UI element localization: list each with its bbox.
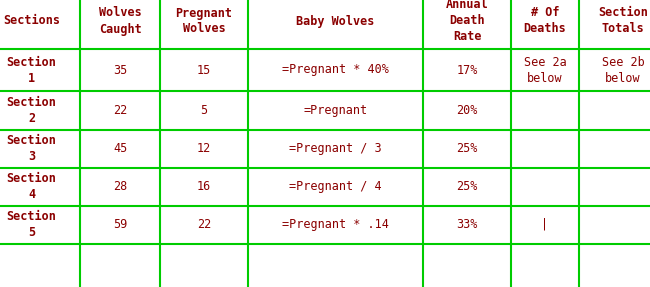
Text: 28: 28 [113, 180, 127, 193]
Text: Wolves
Caught: Wolves Caught [99, 7, 142, 36]
Text: 25%: 25% [456, 180, 478, 193]
Text: Annual
Death
Rate: Annual Death Rate [446, 0, 488, 44]
Text: 20%: 20% [456, 104, 478, 117]
Text: 59: 59 [113, 218, 127, 231]
Text: =Pregnant / 3: =Pregnant / 3 [289, 142, 382, 155]
Text: 16: 16 [197, 180, 211, 193]
Text: Section
1: Section 1 [6, 55, 57, 84]
Text: =Pregnant: =Pregnant [304, 104, 367, 117]
Text: =Pregnant * .14: =Pregnant * .14 [282, 218, 389, 231]
Text: Pregnant
Wolves: Pregnant Wolves [176, 7, 233, 36]
Text: 17%: 17% [456, 63, 478, 77]
Text: # Of
Deaths: # Of Deaths [524, 7, 566, 36]
Text: Sections: Sections [3, 15, 60, 28]
Text: See 2a
below: See 2a below [524, 55, 566, 84]
Text: |: | [541, 218, 549, 231]
Text: 15: 15 [197, 63, 211, 77]
Text: 12: 12 [197, 142, 211, 155]
Text: 33%: 33% [456, 218, 478, 231]
Text: =Pregnant / 4: =Pregnant / 4 [289, 180, 382, 193]
Text: Section
3: Section 3 [6, 134, 57, 163]
Text: 5: 5 [200, 104, 207, 117]
Text: Section
5: Section 5 [6, 210, 57, 239]
Text: 35: 35 [113, 63, 127, 77]
Text: 45: 45 [113, 142, 127, 155]
Text: 25%: 25% [456, 142, 478, 155]
Text: Section
Totals: Section Totals [598, 7, 648, 36]
Text: Baby Wolves: Baby Wolves [296, 15, 374, 28]
Text: 22: 22 [113, 104, 127, 117]
Text: 22: 22 [197, 218, 211, 231]
Text: =Pregnant * 40%: =Pregnant * 40% [282, 63, 389, 77]
Text: Section
4: Section 4 [6, 172, 57, 201]
Text: Section
2: Section 2 [6, 96, 57, 125]
Text: See 2b
below: See 2b below [602, 55, 644, 84]
